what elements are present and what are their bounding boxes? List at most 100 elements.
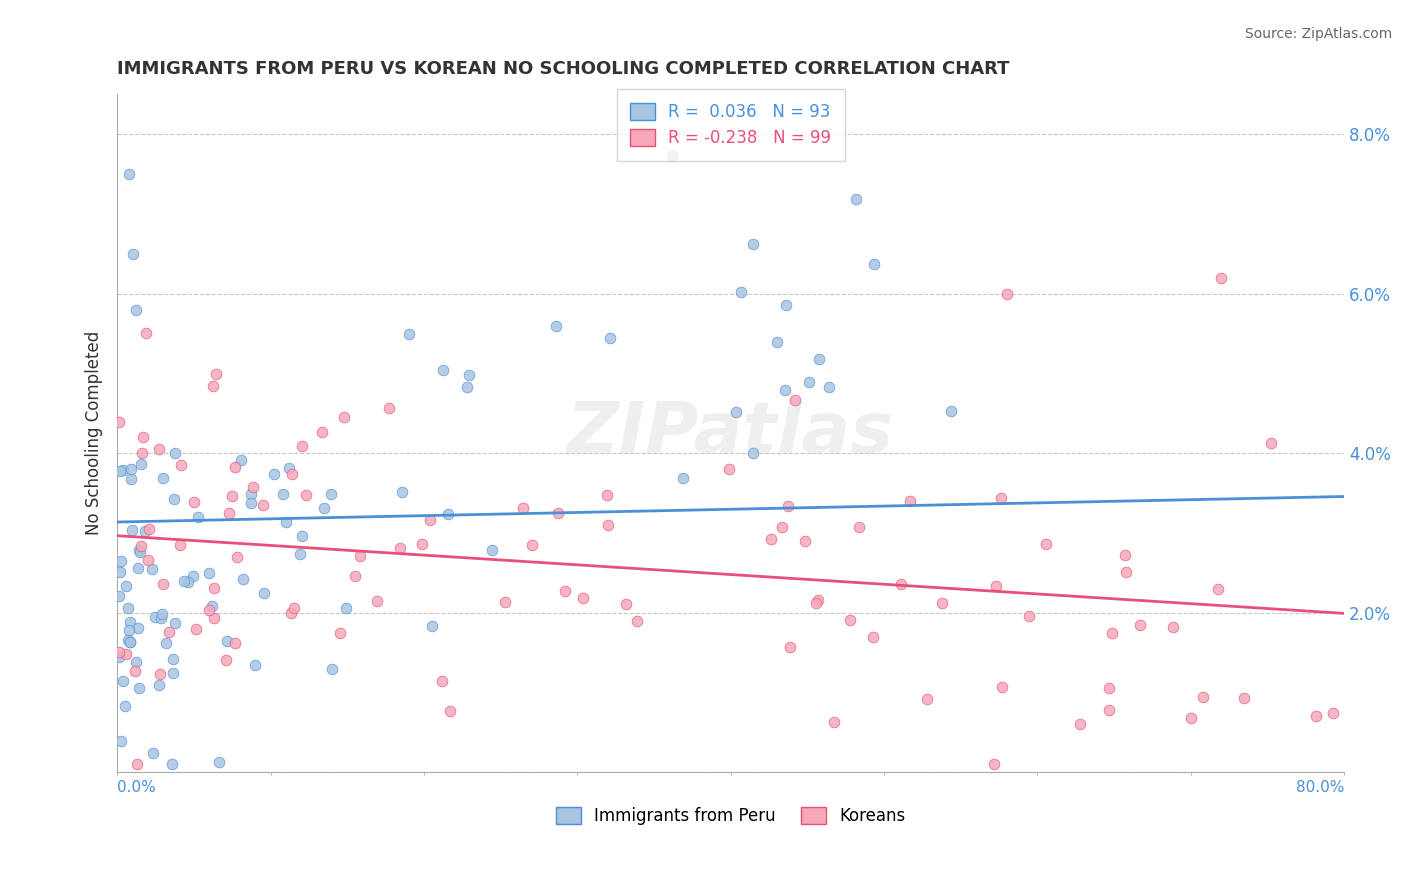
Point [218, 506, 240, 520]
Point [898, 493, 921, 508]
Point [398, 326, 420, 341]
Point [598, 517, 620, 532]
Point [152, 471, 174, 485]
Point [1161, 619, 1184, 633]
Point [848, 520, 870, 534]
Point [128, 543, 150, 558]
Point [775, 384, 797, 398]
Point [278, 461, 301, 475]
Point [120, 472, 142, 486]
Point [291, 439, 314, 453]
Point [983, 757, 1005, 772]
Point [181, 569, 204, 583]
Point [419, 513, 441, 527]
Point [225, 550, 247, 565]
Point [797, 376, 820, 390]
Point [294, 488, 316, 502]
Point [614, 597, 637, 611]
Point [121, 523, 143, 537]
Point [118, 615, 141, 629]
Point [118, 167, 141, 181]
Point [520, 537, 543, 551]
Point [229, 453, 252, 467]
Point [202, 581, 225, 595]
Point [808, 351, 831, 366]
Point [288, 547, 311, 561]
Point [127, 561, 149, 575]
Point [547, 506, 569, 520]
Point [177, 574, 200, 589]
Point [124, 665, 146, 679]
Point [742, 236, 765, 251]
Point [411, 537, 433, 551]
Point [1069, 717, 1091, 731]
Point [131, 445, 153, 459]
Point [939, 404, 962, 418]
Point [157, 624, 180, 639]
Point [321, 486, 343, 500]
Point [1180, 711, 1202, 725]
Point [128, 681, 150, 695]
Point [661, 149, 683, 163]
Point [291, 529, 314, 543]
Point [343, 569, 366, 583]
Point [112, 462, 135, 476]
Point [197, 566, 219, 580]
Point [984, 579, 1007, 593]
Point [1192, 690, 1215, 704]
Point [107, 415, 129, 429]
Point [253, 585, 276, 599]
Point [335, 601, 357, 615]
Point [129, 545, 152, 559]
Point [221, 489, 243, 503]
Point [626, 614, 648, 628]
Point [142, 746, 165, 760]
Point [1322, 706, 1344, 720]
Point [136, 553, 159, 567]
Point [1098, 681, 1121, 695]
Point [240, 487, 263, 501]
Point [215, 633, 238, 648]
Point [775, 297, 797, 311]
Point [391, 485, 413, 500]
Point [1114, 548, 1136, 562]
Point [718, 461, 741, 475]
Point [1305, 709, 1327, 723]
Point [124, 656, 146, 670]
Point [186, 623, 208, 637]
Point [162, 757, 184, 772]
Point [274, 515, 297, 529]
Point [432, 363, 454, 377]
Point [804, 596, 827, 610]
Point [110, 554, 132, 568]
Point [770, 520, 793, 534]
Point [111, 673, 134, 688]
Point [776, 499, 799, 513]
Point [991, 680, 1014, 694]
Point [1035, 536, 1057, 550]
Point [134, 524, 156, 539]
Point [1097, 703, 1119, 717]
Point [252, 498, 274, 512]
Point [554, 584, 576, 599]
Point [672, 470, 695, 484]
Point [823, 715, 845, 730]
Point [333, 410, 356, 425]
Point [124, 302, 146, 317]
Point [131, 457, 153, 471]
Point [730, 285, 752, 299]
Point [149, 667, 172, 681]
Point [263, 467, 285, 481]
Point [389, 541, 412, 556]
Point [890, 576, 912, 591]
Point [571, 591, 593, 606]
Point [321, 662, 343, 676]
Point [135, 326, 157, 340]
Point [280, 606, 302, 620]
Point [214, 653, 236, 667]
Point [198, 602, 221, 616]
Point [439, 704, 461, 718]
Point [329, 626, 352, 640]
Point [108, 565, 131, 579]
Point [201, 379, 224, 393]
